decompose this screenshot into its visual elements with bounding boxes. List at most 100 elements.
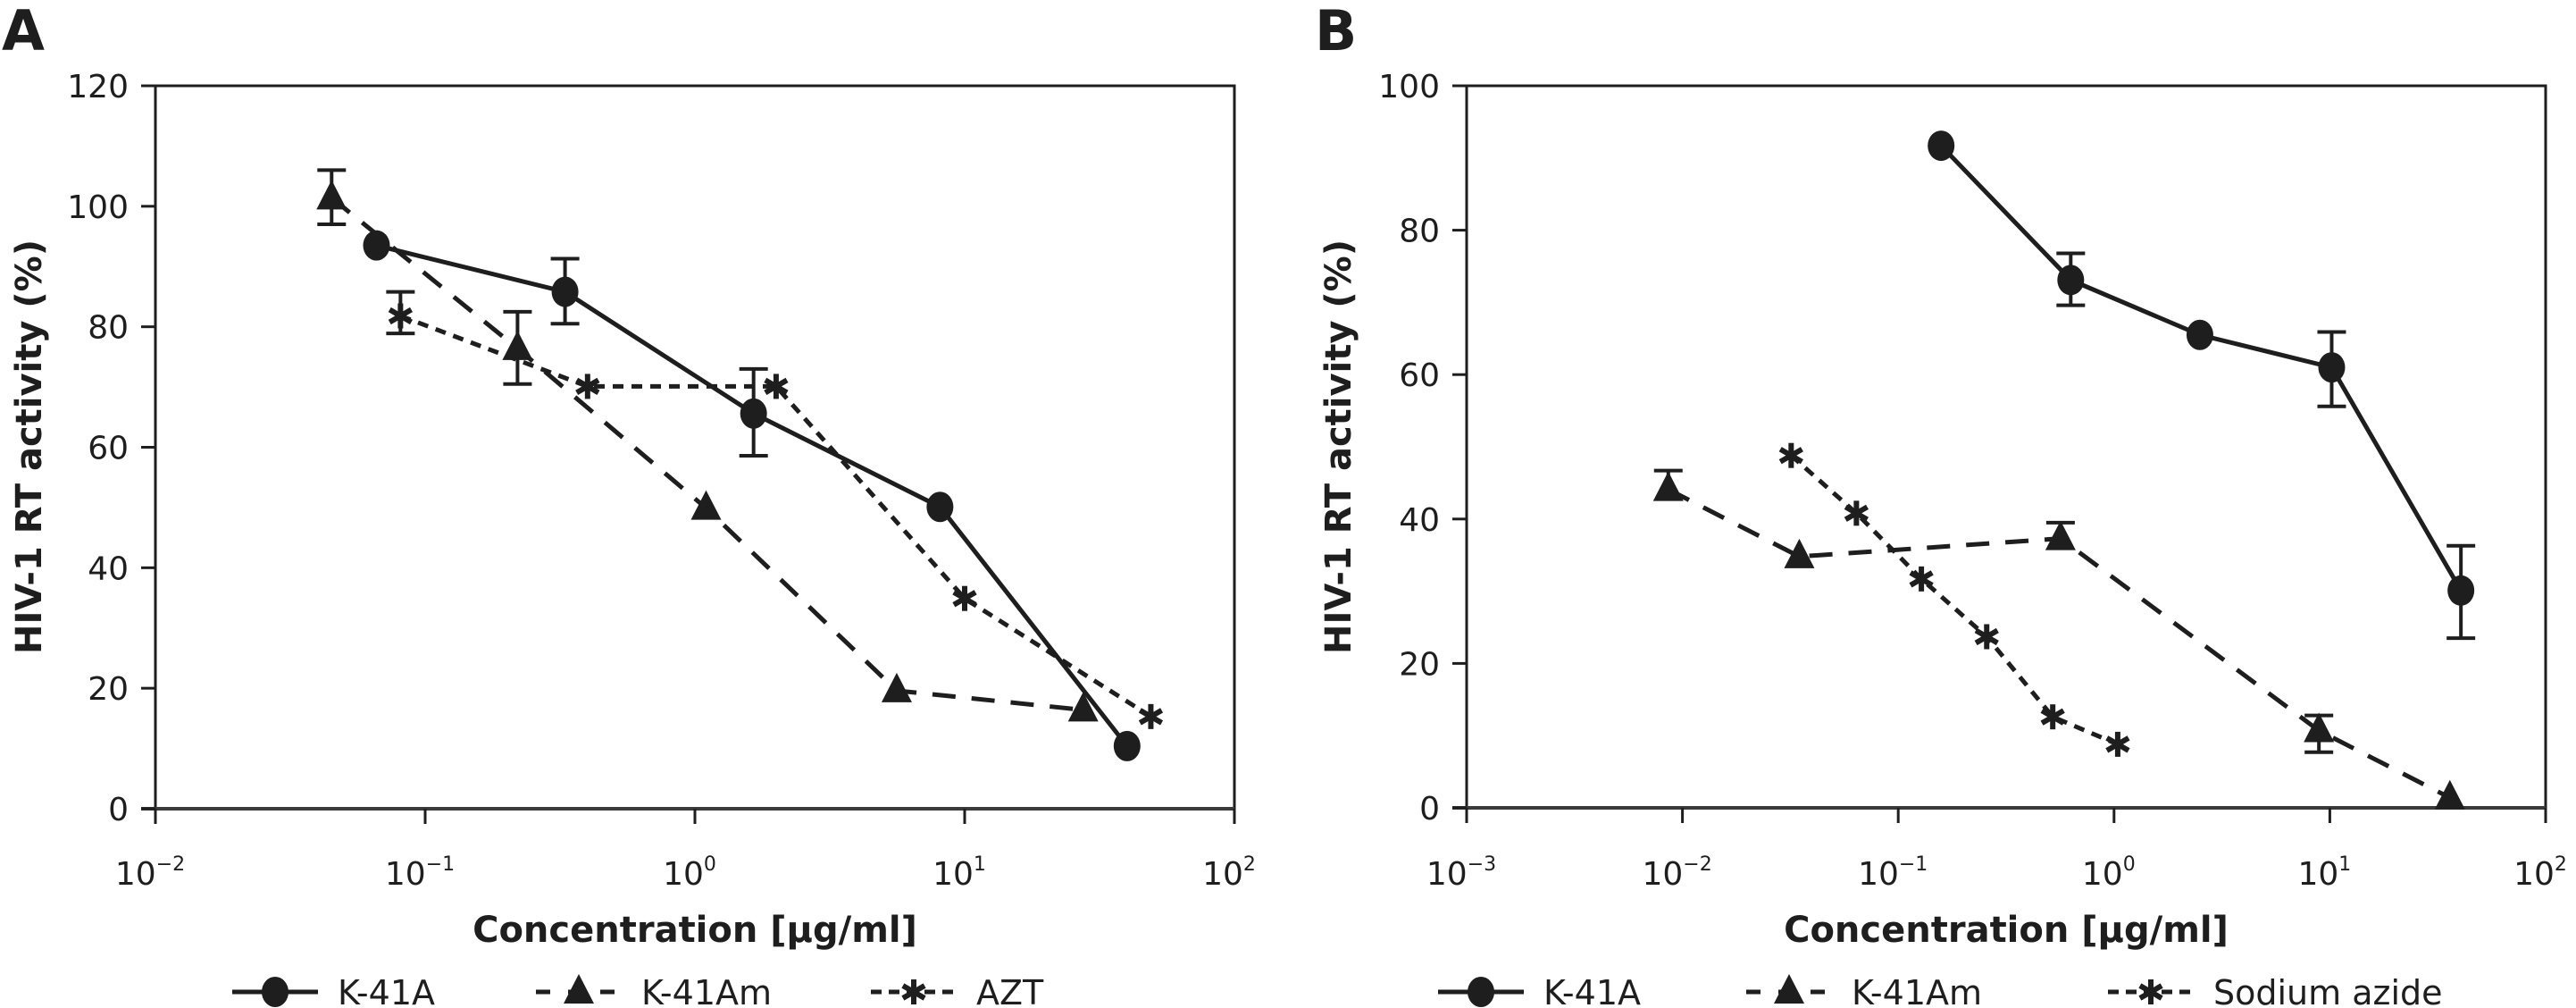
y-tick-label: 20 xyxy=(1399,646,1440,683)
data-point-triangle-marker xyxy=(2304,712,2335,743)
data-point-circle-marker xyxy=(926,491,954,523)
x-tick-label: 10−1 xyxy=(385,853,455,893)
data-point-asterisk-marker xyxy=(575,374,600,399)
data-point-circle-marker xyxy=(2318,352,2346,383)
y-tick-label: 120 xyxy=(67,69,129,105)
legend-b: K-41A K-41Am Sodium azide xyxy=(1438,973,2443,1008)
y-tick-label: 100 xyxy=(1378,69,1440,105)
data-point-triangle-marker xyxy=(690,490,722,520)
legend-label: K-41A xyxy=(1543,973,1641,1008)
legend-triangle-marker xyxy=(1774,974,1804,1004)
series-line xyxy=(1789,453,2119,747)
data-point-triangle-marker xyxy=(2434,779,2465,810)
legend-item-azt: AZT xyxy=(871,973,1044,1008)
y-tick-label: 0 xyxy=(108,792,129,828)
legend-label: K-41A xyxy=(338,973,435,1008)
series-line xyxy=(330,196,1083,712)
x-tick-label: 10−2 xyxy=(115,853,185,893)
plot-frame xyxy=(154,84,1236,811)
data-point-circle-marker xyxy=(551,276,579,307)
data-point-triangle-marker xyxy=(1652,471,1684,501)
legend-asterisk-marker xyxy=(901,979,926,1004)
legend-label: K-41Am xyxy=(1852,973,1982,1008)
series-sodium-azide xyxy=(1778,442,2130,757)
legend-label: Sodium azide xyxy=(2213,973,2443,1008)
series-line xyxy=(1939,144,2463,592)
series-layer-a xyxy=(316,168,1164,761)
y-tick-label: 80 xyxy=(88,310,129,347)
series-k-41a xyxy=(1928,130,2476,641)
data-point-triangle-marker xyxy=(1784,538,1815,568)
legend-item-k-41a: K-41A xyxy=(1438,973,1641,1008)
panel-letter-b: B xyxy=(1315,0,1357,63)
data-point-asterisk-marker xyxy=(952,585,977,611)
data-point-triangle-marker xyxy=(881,672,912,702)
series-k-41a xyxy=(363,230,1141,761)
x-tick-label: 101 xyxy=(933,853,986,893)
data-point-asterisk-marker xyxy=(2040,704,2065,730)
data-point-triangle-marker xyxy=(502,330,533,360)
axes-b: 0 20 40 60 80 100 10−3 10−2 10−1 100 101 102 xyxy=(1378,69,2567,893)
panel-b: B HIV-1 RT activity (%) Concentration [µ… xyxy=(1315,0,2567,1008)
x-tick-label: 102 xyxy=(1202,853,1256,893)
y-tick-label: 60 xyxy=(88,431,129,467)
data-point-asterisk-marker xyxy=(388,303,413,329)
panel-letter-a: A xyxy=(2,0,45,63)
data-point-asterisk-marker xyxy=(764,374,789,399)
data-point-asterisk-marker xyxy=(1909,566,1934,592)
legend-triangle-marker xyxy=(564,974,594,1004)
legend-label: AZT xyxy=(976,973,1044,1008)
legend-asterisk-marker xyxy=(2138,979,2163,1004)
data-point-circle-marker xyxy=(363,230,390,261)
x-tick-label: 100 xyxy=(2082,853,2136,893)
y-tick-label: 40 xyxy=(88,550,129,587)
x-tick-label: 101 xyxy=(2297,853,2351,893)
legend-a: K-41A K-41Am AZT xyxy=(232,973,1044,1008)
plot-frame xyxy=(1465,84,2547,810)
data-point-triangle-marker xyxy=(316,180,347,210)
axes-a: 0 20 40 60 80 100 120 10−2 10−1 100 101 102 xyxy=(67,69,1256,893)
data-point-asterisk-marker xyxy=(2105,731,2130,757)
data-point-circle-marker xyxy=(740,398,767,429)
legend-item-k-41am: K-41Am xyxy=(536,973,772,1008)
series-k-41am xyxy=(316,168,1099,722)
y-axis-title-b: HIV-1 RT activity (%) xyxy=(1318,239,1359,654)
x-tick-label: 102 xyxy=(2513,853,2567,893)
x-axis-title-a: Concentration [µg/ml] xyxy=(473,910,917,951)
y-axis-title-a: HIV-1 RT activity (%) xyxy=(9,239,50,654)
y-tick-label: 20 xyxy=(88,671,129,708)
data-point-triangle-marker xyxy=(1067,692,1099,722)
series-line xyxy=(399,314,1152,718)
y-tick-label: 100 xyxy=(67,189,129,226)
x-tick-label: 100 xyxy=(663,853,716,893)
data-point-asterisk-marker xyxy=(1138,703,1164,729)
x-tick-label: 10−2 xyxy=(1642,853,1711,893)
data-point-circle-marker xyxy=(2447,575,2475,606)
data-point-circle-marker xyxy=(2186,319,2213,350)
data-point-triangle-marker xyxy=(2045,520,2076,550)
legend-item-k-41am: K-41Am xyxy=(1746,973,1982,1008)
series-line xyxy=(375,243,1129,748)
data-point-asterisk-marker xyxy=(1844,500,1869,526)
panel-a: A HIV-1 RT activity (%) Concentration [µ… xyxy=(2,0,1256,1008)
data-point-asterisk-marker xyxy=(1974,624,1999,650)
data-point-circle-marker xyxy=(2057,265,2085,296)
data-point-circle-marker xyxy=(1113,730,1141,761)
x-tick-label: 10−3 xyxy=(1426,853,1496,893)
series-layer-b xyxy=(1652,130,2476,810)
legend-item-k-41a: K-41A xyxy=(232,973,435,1008)
series-azt xyxy=(386,290,1164,729)
legend-item-sodium-azide: Sodium azide xyxy=(2108,973,2443,1008)
series-k-41am xyxy=(1652,468,2465,810)
x-axis-title-b: Concentration [µg/ml] xyxy=(1784,910,2229,951)
y-tick-label: 40 xyxy=(1399,502,1440,539)
legend-label: K-41Am xyxy=(641,973,772,1008)
data-point-asterisk-marker xyxy=(1778,442,1803,468)
legend-circle-marker xyxy=(1468,977,1494,1007)
x-tick-label: 10−1 xyxy=(1858,853,1928,893)
legend-circle-marker xyxy=(262,977,289,1007)
data-point-circle-marker xyxy=(1928,130,1955,162)
y-tick-label: 80 xyxy=(1399,214,1440,250)
y-tick-label: 60 xyxy=(1399,357,1440,394)
y-tick-label: 0 xyxy=(1419,791,1440,827)
